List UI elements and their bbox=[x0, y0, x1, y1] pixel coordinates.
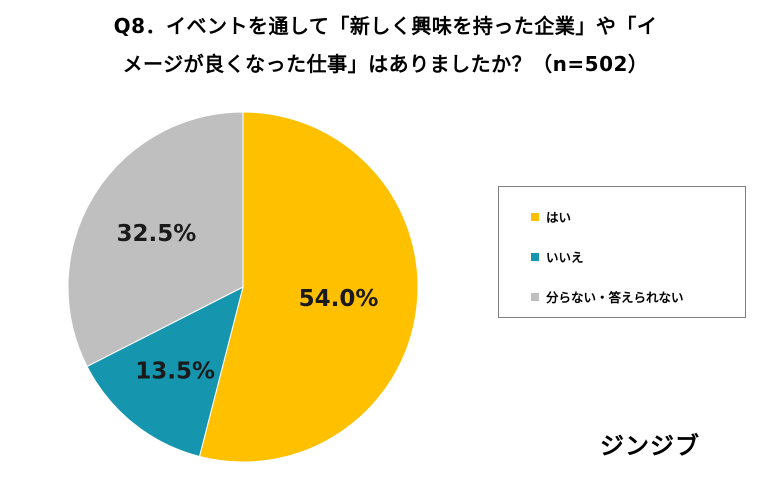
chart-legend: はい いいえ 分らない・答えられない bbox=[498, 186, 746, 318]
chart-title-line-2: メージが良くなった仕事」はありましたか？（n=502） bbox=[122, 52, 649, 76]
legend-item-no: いいえ bbox=[531, 247, 584, 266]
pie-slice-unknown bbox=[67, 111, 244, 368]
legend-label-unknown: 分らない・答えられない bbox=[546, 290, 684, 305]
legend-swatch-no bbox=[531, 252, 539, 261]
pie-slice-no bbox=[86, 286, 244, 458]
legend-swatch-yes bbox=[531, 212, 539, 221]
legend-label-no: いいえ bbox=[546, 250, 584, 265]
pie-label-no: 13.5% bbox=[135, 359, 215, 385]
pie-label-unknown: 32.5% bbox=[117, 221, 197, 247]
legend-swatch-unknown bbox=[531, 292, 539, 301]
pie-slice-yes bbox=[198, 111, 419, 463]
chart-title-line-1: Q8．イベントを通して「新しく興味を持った企業」や「イ bbox=[113, 14, 658, 38]
legend-item-yes: はい bbox=[531, 207, 571, 226]
legend-label-yes: はい bbox=[546, 210, 572, 225]
pie-label-yes: 54.0% bbox=[299, 286, 379, 312]
brand-logo: ジンジブ bbox=[600, 432, 700, 460]
legend-item-unknown: 分らない・答えられない bbox=[531, 287, 684, 306]
